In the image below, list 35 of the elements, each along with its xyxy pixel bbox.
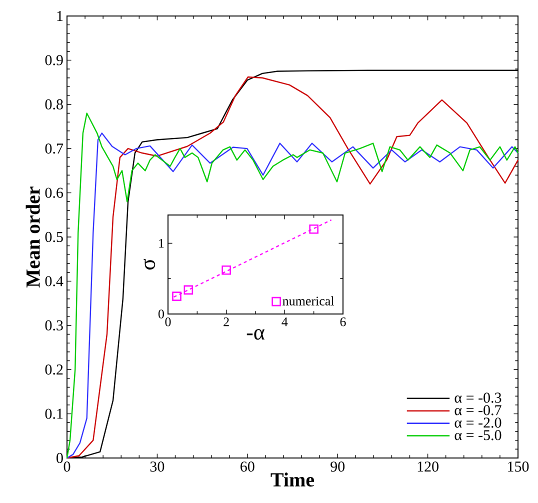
point <box>184 285 194 295</box>
x-tick-label: 4 <box>282 318 288 326</box>
y-tick-label: 0.9 <box>45 55 63 66</box>
legend-label: α = -0.3 <box>454 392 502 403</box>
y-tick-label: 0.6 <box>45 188 64 198</box>
x-tick-label: 6 <box>340 318 346 326</box>
x-tick-label: 0 <box>64 462 70 472</box>
y-axis-title: Mean order <box>26 186 40 288</box>
y-tick-label: 0.7 <box>45 144 64 154</box>
point <box>309 224 318 234</box>
point <box>222 265 231 275</box>
y-axis-title: σ <box>144 258 156 270</box>
y-tick-label: 1 <box>57 11 63 21</box>
x-tick-label: 90 <box>330 462 345 472</box>
x-tick-label: 120 <box>418 462 438 472</box>
x-tick-label: 60 <box>240 462 254 472</box>
legend-label: numerical <box>282 296 334 306</box>
y-tick-label: 0.1 <box>45 408 63 419</box>
x-axis-title: -α <box>246 329 264 340</box>
y-tick-label: 1 <box>159 238 164 248</box>
point <box>172 292 182 301</box>
y-tick-label: 0.3 <box>45 320 63 330</box>
legend-label: α = -2.0 <box>454 418 502 428</box>
x-tick-label: 30 <box>150 462 164 472</box>
x-tick-label: 2 <box>224 318 229 326</box>
legend-label: α = -5.0 <box>454 430 502 440</box>
x-axis-title: Time <box>270 472 314 487</box>
x-tick-label: 150 <box>508 462 529 472</box>
y-tick-label: 0.8 <box>45 99 63 110</box>
y-tick-label: 0 <box>56 452 63 464</box>
x-tick-label: 0 <box>165 318 171 326</box>
y-tick-label: 0.4 <box>45 276 64 286</box>
legend-label: α = -0.7 <box>454 405 502 416</box>
y-tick-label: 0.5 <box>45 232 63 242</box>
y-tick-label: 0.2 <box>45 364 63 375</box>
